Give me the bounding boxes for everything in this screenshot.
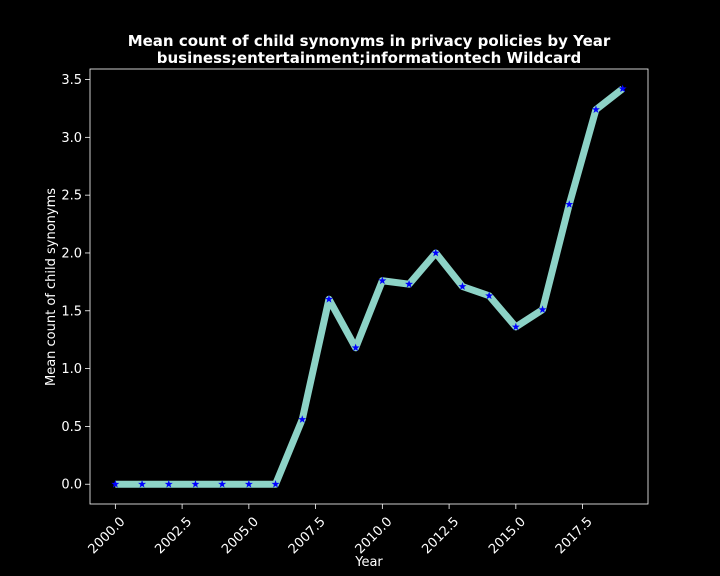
data-point-marker — [351, 343, 360, 352]
y-axis-ticks: 0.0 0.5 1.0 1.5 2.0 2.5 3.0 3.5 — [61, 73, 90, 493]
data-point-marker — [298, 415, 307, 423]
y-axis-label: Mean count of child synonyms — [44, 188, 59, 386]
y-tick-label: 3.5 — [61, 73, 82, 88]
y-tick-label: 2.5 — [61, 189, 82, 204]
data-point-marker — [191, 480, 200, 488]
data-point-marker — [458, 282, 467, 290]
data-point-marker — [271, 480, 280, 488]
x-axis-label: Year — [354, 555, 383, 570]
data-point-marker — [538, 305, 547, 314]
plot-frame — [89, 68, 649, 505]
data-point-marker — [565, 200, 574, 208]
data-point-marker — [164, 480, 173, 488]
data-point-marker — [511, 322, 520, 331]
data-point-marker — [138, 480, 147, 488]
data-point-marker — [591, 105, 600, 113]
data-point-marker — [485, 291, 494, 300]
data-point-marker — [378, 276, 387, 285]
data-point-marker — [405, 279, 414, 288]
data-point-marker — [111, 480, 120, 488]
y-tick-label: 0.5 — [61, 420, 82, 435]
y-tick-label: 0.0 — [61, 478, 82, 493]
chart-title-line-2: business;entertainment;informationtech W… — [157, 49, 582, 67]
data-series — [111, 84, 627, 488]
y-tick-label: 2.0 — [61, 246, 82, 261]
y-tick-label: 1.5 — [61, 304, 82, 319]
data-point-marker — [324, 295, 333, 303]
data-point-marker — [618, 84, 627, 93]
data-point-marker — [244, 480, 253, 488]
y-tick-label: 3.0 — [61, 131, 82, 146]
chart-title-line-1: Mean count of child synonyms in privacy … — [128, 32, 611, 50]
data-point-marker — [218, 480, 227, 488]
y-tick-label: 1.0 — [61, 362, 82, 377]
series-line — [115, 86, 625, 488]
data-point-marker — [431, 248, 440, 257]
